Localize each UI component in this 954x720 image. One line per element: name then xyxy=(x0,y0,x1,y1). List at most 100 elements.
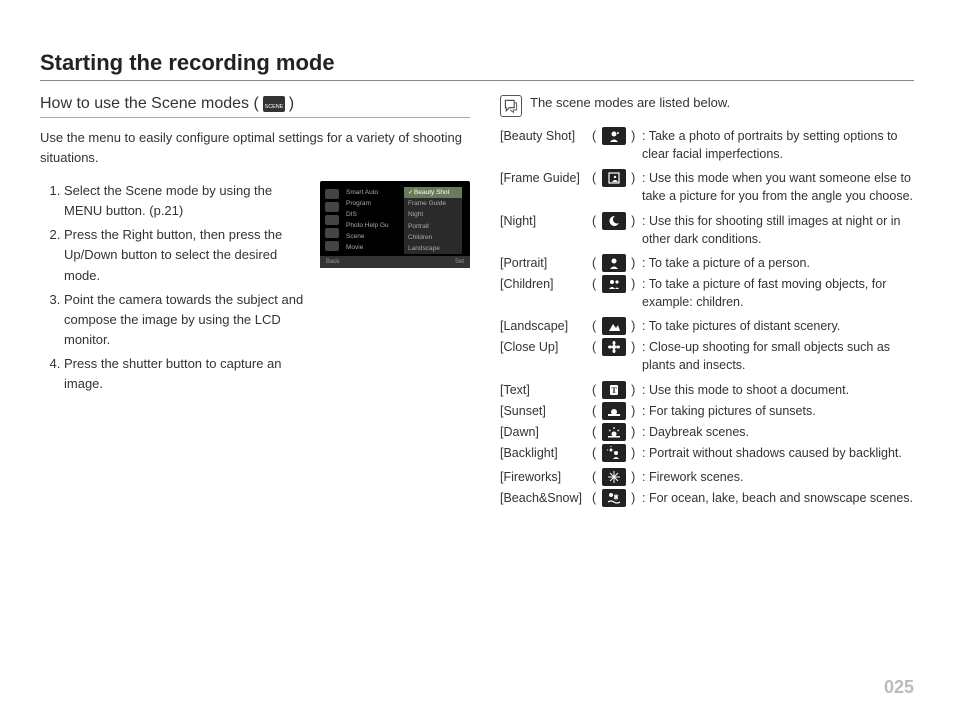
svg-text:SCENE: SCENE xyxy=(264,104,283,110)
scene-icon-wrap: ( ) xyxy=(592,338,642,356)
menu-right-item: Beauty Shot xyxy=(404,187,462,198)
scene-label: [Children] xyxy=(500,275,592,293)
scene-icon-wrap: ( ) xyxy=(592,468,642,486)
menu-footer: Back Set xyxy=(320,256,470,268)
scene-desc: To take a picture of a person. xyxy=(642,254,914,272)
intro-text: Use the menu to easily configure optimal… xyxy=(40,128,470,167)
scene-icon-wrap: ( ) xyxy=(592,402,642,420)
scene-label: [Portrait] xyxy=(500,254,592,272)
fireworks-icon xyxy=(602,468,626,486)
text-icon xyxy=(602,381,626,399)
scene-desc: Use this for shooting still images at ni… xyxy=(642,212,914,248)
scene-item: [Beauty Shot]( )Take a photo of portrait… xyxy=(500,127,914,163)
columns: How to use the Scene modes ( SCENE ) Use… xyxy=(40,95,914,513)
note-row: The scene modes are listed below. xyxy=(500,95,914,117)
sunset-icon xyxy=(602,402,626,420)
menu-mid-item: Program xyxy=(346,198,404,209)
scene-label: [Fireworks] xyxy=(500,468,592,486)
scene-item: [Dawn]( )Daybreak scenes. xyxy=(500,423,914,441)
beachsnow-icon xyxy=(602,489,626,507)
menu-right-item: Landscape xyxy=(404,243,462,254)
section-title: How to use the Scene modes ( SCENE ) xyxy=(40,95,470,118)
scene-mode-icon: SCENE xyxy=(263,96,285,112)
scene-item: [Portrait]( )To take a picture of a pers… xyxy=(500,254,914,272)
scene-label: [Text] xyxy=(500,381,592,399)
menu-right-item: Portrait xyxy=(404,221,462,232)
menu-mid-item: Photo Help Gu xyxy=(346,220,404,231)
children-icon xyxy=(602,275,626,293)
night-icon xyxy=(602,212,626,230)
step-item: Press the shutter button to capture an i… xyxy=(64,354,310,394)
manual-page: Starting the recording mode How to use t… xyxy=(0,0,954,533)
scene-desc: For ocean, lake, beach and snowscape sce… xyxy=(642,489,914,507)
step-item: Point the camera towards the subject and… xyxy=(64,290,310,350)
scene-label: [Night] xyxy=(500,212,592,230)
scene-icon-wrap: ( ) xyxy=(592,127,642,145)
scene-icon-wrap: ( ) xyxy=(592,317,642,335)
scene-desc: Use this mode to shoot a document. xyxy=(642,381,914,399)
scene-item: [Night]( )Use this for shooting still im… xyxy=(500,212,914,248)
scene-item: [Close Up]( )Close-up shooting for small… xyxy=(500,338,914,374)
step-item: Press the Right button, then press the U… xyxy=(64,225,310,285)
scene-label: [Sunset] xyxy=(500,402,592,420)
section-title-prefix: How to use the Scene modes ( xyxy=(40,95,259,113)
menu-mid-item: Scene xyxy=(346,231,404,242)
scene-icon-wrap: ( ) xyxy=(592,444,642,462)
scene-label: [Close Up] xyxy=(500,338,592,356)
scene-desc: To take pictures of distant scenery. xyxy=(642,317,914,335)
backlight-icon xyxy=(602,444,626,462)
frame-icon xyxy=(602,169,626,187)
right-column: The scene modes are listed below. [Beaut… xyxy=(500,95,914,513)
scene-icon-wrap: ( ) xyxy=(592,381,642,399)
scene-icon-wrap: ( ) xyxy=(592,423,642,441)
menu-footer-set: Set xyxy=(455,258,464,266)
scene-desc: Use this mode when you want someone else… xyxy=(642,169,914,205)
menu-mid-item: Movie xyxy=(346,242,404,253)
menu-right-item: Frame Guide xyxy=(404,198,462,209)
scene-item: [Children]( )To take a picture of fast m… xyxy=(500,275,914,311)
note-icon xyxy=(500,95,522,117)
scene-icon-wrap: ( ) xyxy=(592,254,642,272)
camera-menu-mock: Smart AutoProgramDISPhoto Help GuSceneMo… xyxy=(320,181,470,268)
scene-desc: Close-up shooting for small objects such… xyxy=(642,338,914,374)
menu-right-item: Night xyxy=(404,209,462,220)
note-text: The scene modes are listed below. xyxy=(530,95,730,110)
menu-right-column: Beauty ShotFrame GuideNightPortraitChild… xyxy=(404,187,462,254)
dawn-icon xyxy=(602,423,626,441)
steps-list: Select the Scene mode by using the MENU … xyxy=(40,181,310,398)
menu-left-icons xyxy=(320,187,344,254)
left-column: How to use the Scene modes ( SCENE ) Use… xyxy=(40,95,470,513)
page-title: Starting the recording mode xyxy=(40,50,914,81)
scene-item: [Beach&Snow]( )For ocean, lake, beach an… xyxy=(500,489,914,507)
scene-item: [Sunset]( )For taking pictures of sunset… xyxy=(500,402,914,420)
scene-item: [Landscape]( )To take pictures of distan… xyxy=(500,317,914,335)
scene-desc: Portrait without shadows caused by backl… xyxy=(642,444,914,462)
steps-wrap: Select the Scene mode by using the MENU … xyxy=(40,181,470,398)
scene-label: [Backlight] xyxy=(500,444,592,462)
portrait-icon xyxy=(602,254,626,272)
scene-label: [Frame Guide] xyxy=(500,169,592,187)
scene-label: [Dawn] xyxy=(500,423,592,441)
scene-label: [Landscape] xyxy=(500,317,592,335)
beauty-icon xyxy=(602,127,626,145)
menu-footer-back: Back xyxy=(326,258,339,266)
scene-label: [Beach&Snow] xyxy=(500,489,592,507)
section-title-suffix: ) xyxy=(289,95,294,113)
scene-label: [Beauty Shot] xyxy=(500,127,592,145)
landscape-icon xyxy=(602,317,626,335)
closeup-icon xyxy=(602,338,626,356)
scene-desc: Take a photo of portraits by setting opt… xyxy=(642,127,914,163)
scene-item: [Backlight]( )Portrait without shadows c… xyxy=(500,444,914,462)
step-item: Select the Scene mode by using the MENU … xyxy=(64,181,310,221)
scene-icon-wrap: ( ) xyxy=(592,169,642,187)
scene-item: [Text]( )Use this mode to shoot a docume… xyxy=(500,381,914,399)
scene-desc: To take a picture of fast moving objects… xyxy=(642,275,914,311)
page-number: 025 xyxy=(884,677,914,698)
scene-desc: Daybreak scenes. xyxy=(642,423,914,441)
scene-list: [Beauty Shot]( )Take a photo of portrait… xyxy=(500,127,914,507)
menu-mid-column: Smart AutoProgramDISPhoto Help GuSceneMo… xyxy=(344,187,404,254)
menu-mid-item: DIS xyxy=(346,209,404,220)
menu-right-item: Children xyxy=(404,232,462,243)
scene-desc: Firework scenes. xyxy=(642,468,914,486)
scene-icon-wrap: ( ) xyxy=(592,212,642,230)
